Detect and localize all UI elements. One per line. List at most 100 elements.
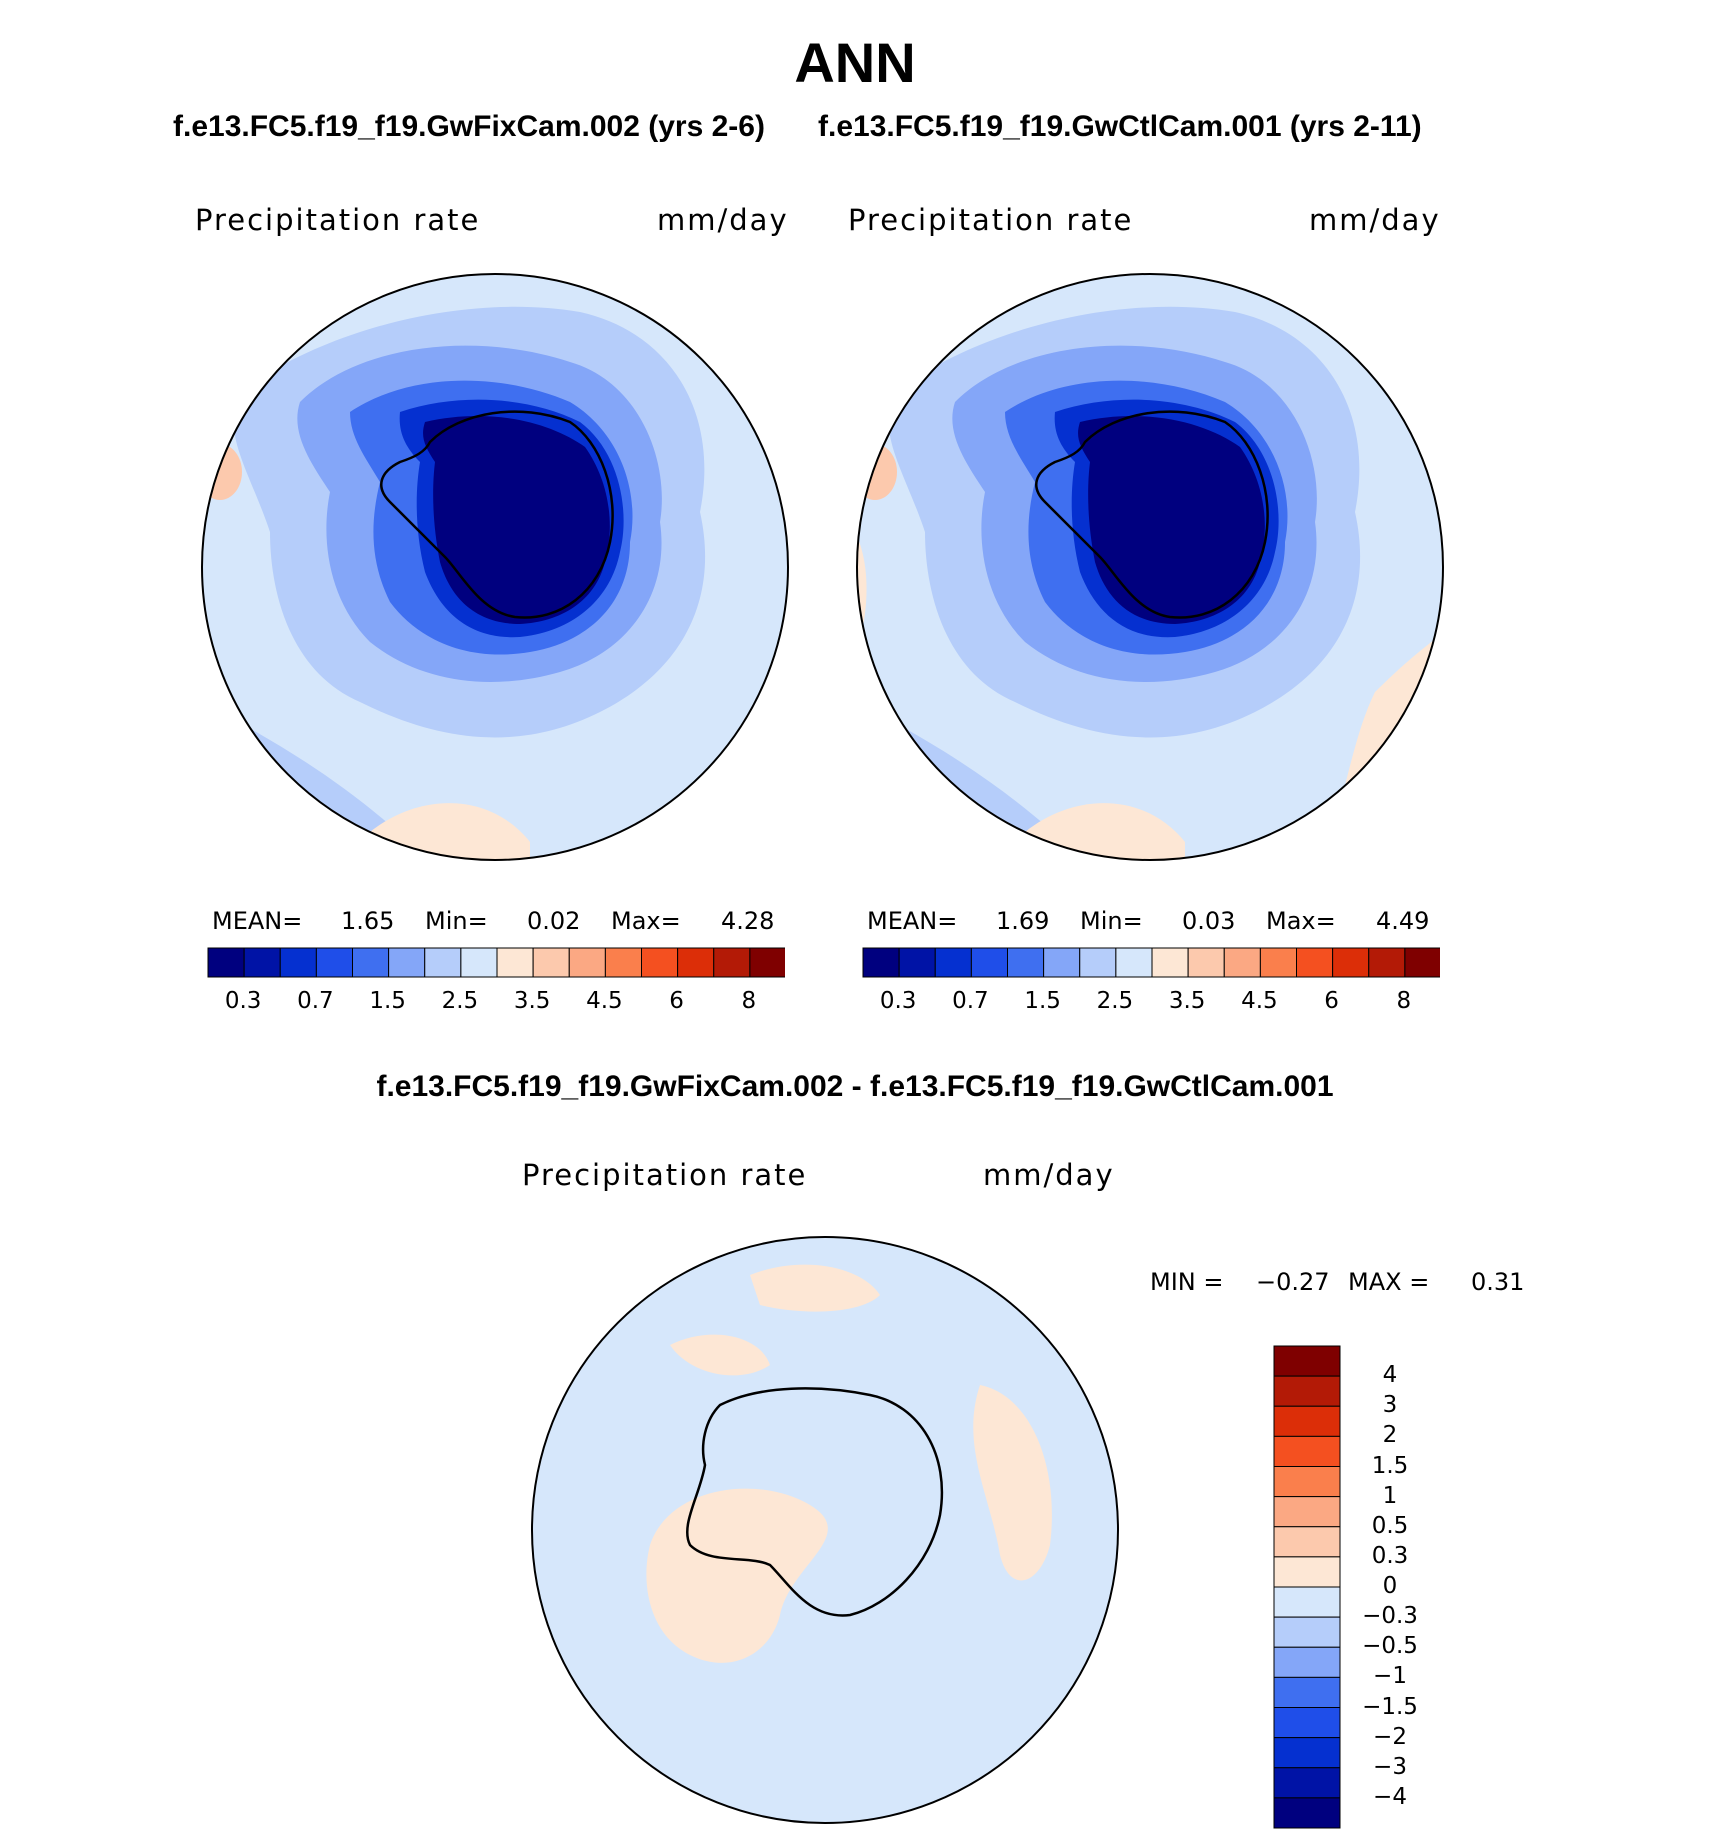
colorbar-tick-label: 4.5 — [586, 988, 623, 1014]
colorbar-tick-label: 3.5 — [1168, 988, 1206, 1014]
panel3-min-label: MIN = — [1150, 1268, 1224, 1296]
colorbar-swatch — [1273, 1496, 1341, 1528]
colorbar-swatch — [496, 947, 534, 978]
colorbar-swatch — [1273, 1586, 1341, 1618]
panel2-variable-label: Precipitation rate — [848, 203, 1134, 237]
colorbar-tick-label: 3.5 — [513, 988, 551, 1014]
colorbar-swatch — [713, 947, 751, 978]
colorbar-tick-label: 2 — [1382, 1422, 1398, 1449]
colorbar-swatch — [1273, 1466, 1341, 1498]
colorbar-swatch — [1273, 1676, 1341, 1708]
colorbar-swatch — [641, 947, 679, 978]
colorbar-tick-label: 1.5 — [1371, 1452, 1409, 1479]
colorbar-swatch — [1296, 947, 1334, 978]
colorbar-swatch — [315, 947, 353, 978]
panel3-units-label: mm/day — [983, 1158, 1115, 1192]
colorbar-tick-label: 0.3 — [879, 988, 917, 1014]
colorbar-test-ticks: 0.3 0.7 1.5 2.5 3.5 4.5 6 8 — [207, 988, 785, 1018]
diff-field-positive-3 — [750, 1264, 880, 1312]
colorbar-control — [862, 947, 1440, 978]
map-boundary — [201, 273, 789, 861]
precip-field-warm-spot — [857, 444, 897, 500]
colorbar-swatch — [1273, 1737, 1341, 1769]
colorbar-tick-label: 2.5 — [1096, 988, 1134, 1014]
colorbar-swatch — [1404, 947, 1440, 978]
colorbar-tick-label: −0.3 — [1362, 1603, 1418, 1630]
panel3-min-value: −0.27 — [1256, 1268, 1330, 1296]
subtitle-test-case: f.e13.FC5.f19_f19.GwFixCam.002 (yrs 2-6) — [173, 110, 765, 143]
panel1-mean-value: 1.65 — [341, 907, 395, 935]
colorbar-tick-label: −0.5 — [1362, 1633, 1418, 1660]
precip-field-max — [1078, 416, 1265, 624]
colorbar-swatch — [1273, 1345, 1341, 1377]
colorbar-swatch — [1273, 1707, 1341, 1739]
colorbar-tick-label: 4 — [1382, 1362, 1398, 1389]
colorbar-swatch — [1043, 947, 1081, 978]
panel2-units-label: mm/day — [1309, 203, 1441, 237]
antarctica-coastline — [685, 1387, 944, 1617]
colorbar-swatch — [1273, 1797, 1341, 1829]
diff-field-positive-1 — [646, 1488, 828, 1663]
colorbar-swatch — [1273, 1616, 1341, 1648]
colorbar-swatch — [1368, 947, 1406, 978]
panel2-max-label: Max= — [1266, 907, 1336, 935]
precip-field-warm-spot — [202, 444, 242, 500]
polar-map-control — [856, 273, 1444, 861]
diff-field-positive-4 — [670, 1334, 770, 1376]
colorbar-swatch — [1151, 947, 1189, 978]
colorbar-tick-label: −4 — [1373, 1783, 1407, 1810]
panel1-units-label: mm/day — [657, 203, 789, 237]
colorbar-swatch — [1115, 947, 1153, 978]
colorbar-control-ticks: 0.3 0.7 1.5 2.5 3.5 4.5 6 8 — [862, 988, 1440, 1018]
colorbar-tick-label: −2 — [1373, 1723, 1407, 1750]
colorbar-tick-label: 6 — [669, 988, 684, 1014]
panel3-variable-label: Precipitation rate — [522, 1158, 808, 1192]
colorbar-swatch — [388, 947, 426, 978]
colorbar-swatch — [1273, 1646, 1341, 1678]
colorbar-swatch — [1273, 1526, 1341, 1558]
colorbar-swatch — [352, 947, 390, 978]
colorbar-swatch — [1259, 947, 1297, 978]
colorbar-tick-label: 0 — [1382, 1573, 1398, 1599]
colorbar-swatch — [532, 947, 570, 978]
polar-map-test — [201, 273, 789, 861]
page-title: ANN — [794, 31, 916, 94]
panel2-max-value: 4.49 — [1376, 907, 1430, 935]
colorbar-swatch — [1273, 1405, 1341, 1437]
panel2-mean-label: MEAN= — [867, 907, 958, 935]
colorbar-swatch — [1223, 947, 1261, 978]
colorbar-tick-label: 6 — [1324, 988, 1339, 1014]
polar-map-difference — [531, 1236, 1119, 1824]
antarctica-coastline — [1035, 410, 1269, 619]
precip-field-max — [423, 416, 610, 624]
colorbar-swatch — [568, 947, 606, 978]
colorbar-swatch — [1187, 947, 1225, 978]
colorbar-swatch — [1273, 1435, 1341, 1467]
panel2-min-value: 0.03 — [1182, 907, 1236, 935]
colorbar-swatch — [677, 947, 715, 978]
colorbar-difference-ticks: 4 3 2 1.5 1 0.5 0.3 0 −0.3 −0.5 −1 −1.5 −2 −3 −4 — [1350, 1345, 1470, 1829]
colorbar-swatch — [1332, 947, 1370, 978]
panel2-min-label: Min= — [1080, 907, 1143, 935]
colorbar-swatch — [460, 947, 498, 978]
colorbar-tick-label: 2.5 — [441, 988, 479, 1014]
panel1-max-label: Max= — [611, 907, 681, 935]
colorbar-swatch — [862, 947, 900, 978]
colorbar-tick-label: 4.5 — [1241, 988, 1278, 1014]
colorbar-tick-label: 0.3 — [1371, 1542, 1409, 1569]
antarctica-coastline — [380, 410, 614, 619]
colorbar-swatch — [1079, 947, 1117, 978]
map-boundary — [856, 273, 1444, 861]
colorbar-swatch — [970, 947, 1008, 978]
panel1-variable-label: Precipitation rate — [195, 203, 481, 237]
colorbar-tick-label: 1 — [1382, 1482, 1398, 1509]
panel1-min-label: Min= — [425, 907, 488, 935]
colorbar-tick-label: −3 — [1373, 1753, 1407, 1780]
colorbar-tick-label: 8 — [741, 988, 757, 1014]
colorbar-swatch — [604, 947, 642, 978]
colorbar-tick-label: 8 — [1396, 988, 1412, 1014]
colorbar-swatch — [749, 947, 785, 978]
colorbar-tick-label: 0.7 — [952, 988, 989, 1014]
panel3-max-label: MAX = — [1348, 1268, 1430, 1296]
colorbar-tick-label: −1 — [1373, 1663, 1407, 1690]
